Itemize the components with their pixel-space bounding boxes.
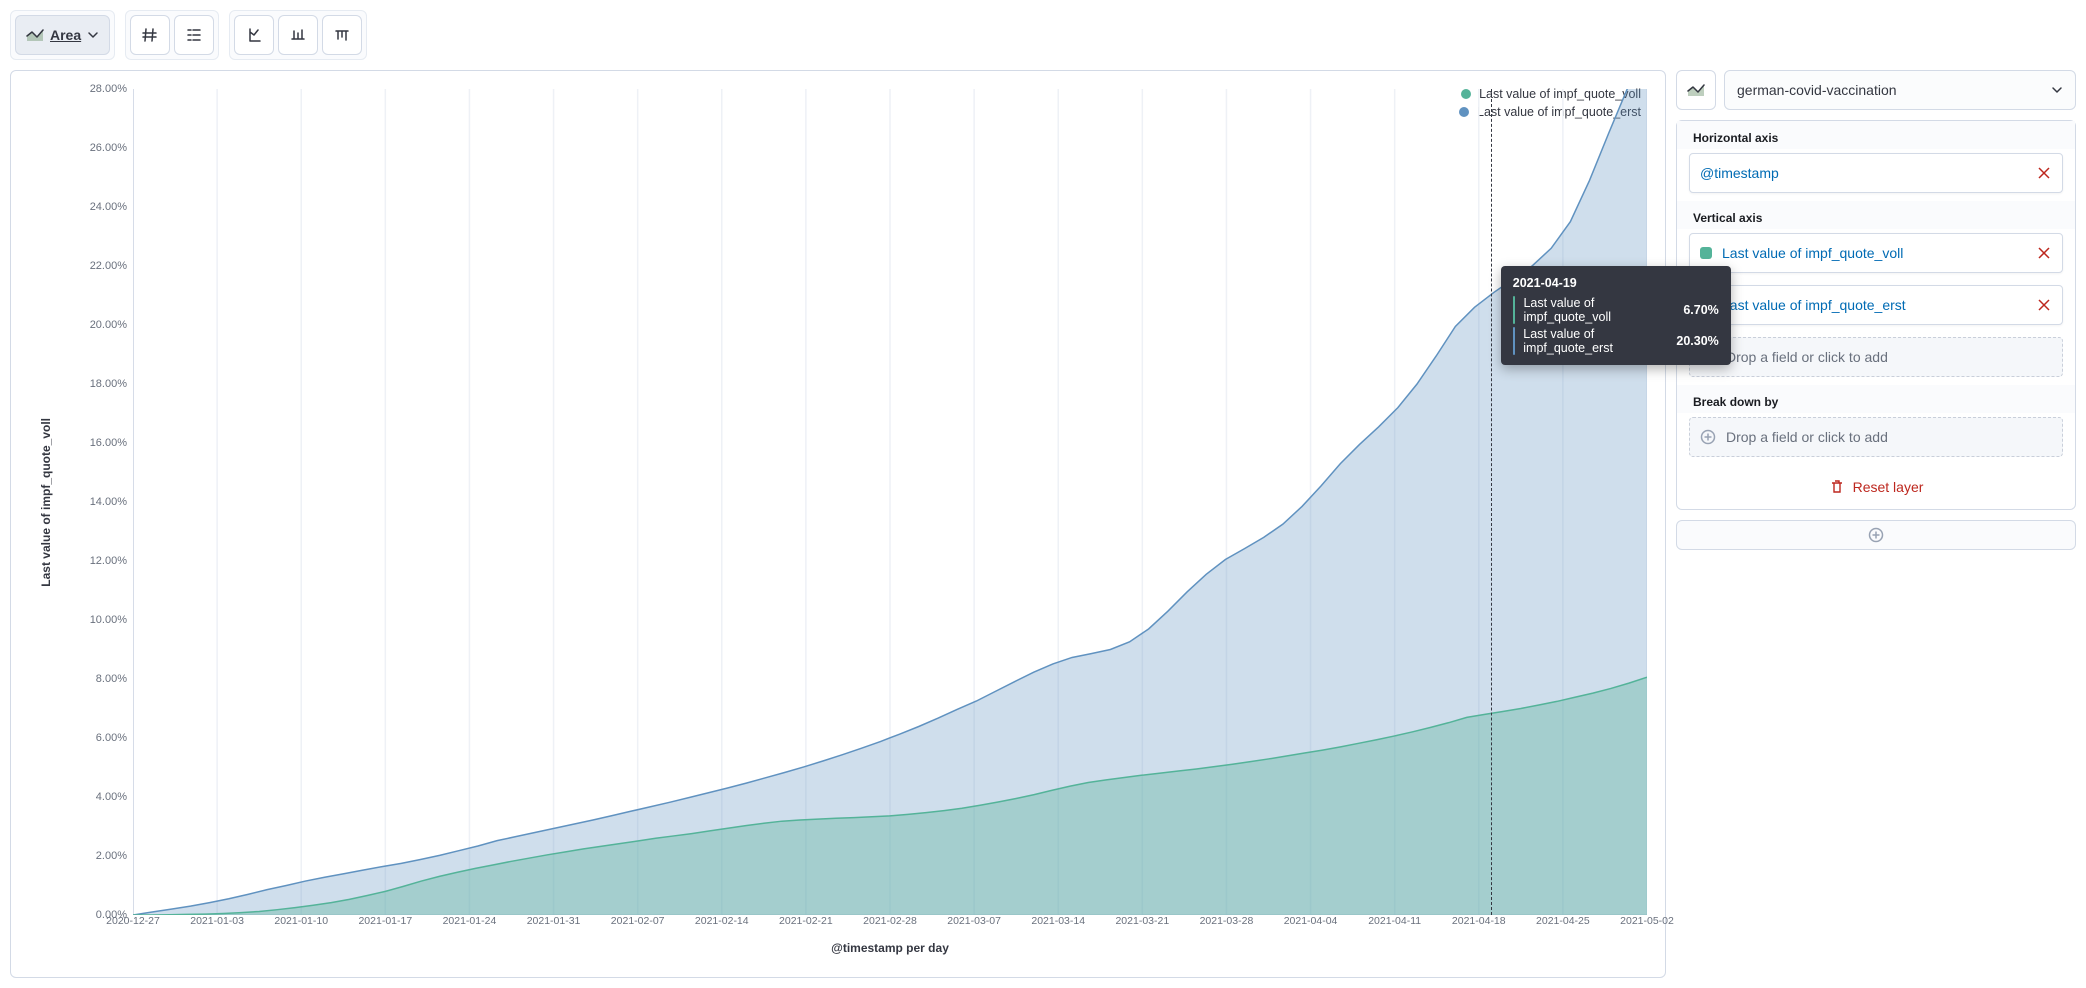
area-icon [1687, 83, 1705, 97]
reset-layer-button[interactable]: Reset layer [1677, 465, 2075, 509]
area-icon [26, 28, 44, 42]
series-swatch [1700, 247, 1712, 259]
chart-type-label: Area [50, 27, 81, 43]
chart-type-select[interactable]: Area [15, 15, 110, 55]
layer-config-card: Horizontal axis @timestamp Vertical axis… [1676, 120, 2076, 510]
chart-panel: Last value of impf_quote_voll Last value… [10, 70, 1666, 978]
axis-left-icon [246, 27, 262, 43]
crosshair [1491, 89, 1492, 915]
tooltip-date: 2021-04-19 [1513, 276, 1719, 290]
close-icon[interactable] [2036, 297, 2052, 313]
tooltip: 2021-04-19 Last value of impf_quote_voll… [1501, 266, 1731, 365]
values-format-button[interactable] [130, 15, 170, 55]
layer-chart-type-icon-button[interactable] [1676, 70, 1716, 110]
vertical-axis-section-label: Vertical axis [1677, 201, 2075, 229]
visual-options-button[interactable] [322, 15, 362, 55]
axis-top-icon [334, 27, 350, 43]
layer-config-panel: german-covid-vaccination Horizontal axis… [1676, 70, 2076, 978]
x-axis-ticks: 2020-12-272021-01-032021-01-102021-01-17… [133, 915, 1647, 937]
area-series [133, 89, 1647, 915]
trash-icon [1829, 479, 1845, 495]
left-axis-button[interactable] [234, 15, 274, 55]
breakdown-drop[interactable]: Drop a field or click to add [1689, 417, 2063, 457]
datasource-label: german-covid-vaccination [1737, 82, 1897, 98]
plus-circle-icon [1700, 429, 1716, 445]
hash-icon [142, 27, 158, 43]
chart-type-group: Area [10, 10, 115, 60]
format-group [125, 10, 219, 60]
axis-bottom-icon [290, 27, 306, 43]
bottom-axis-button[interactable] [278, 15, 318, 55]
toolbar: Area [10, 10, 2076, 60]
legend-position-button[interactable] [174, 15, 214, 55]
v-axis-field[interactable]: Last value of impf_quote_erst [1689, 285, 2063, 325]
close-icon[interactable] [2036, 165, 2052, 181]
legend-icon [186, 27, 202, 43]
y-axis-label: Last value of impf_quote_voll [29, 89, 63, 915]
horizontal-axis-section-label: Horizontal axis [1677, 121, 2075, 149]
axis-group [229, 10, 367, 60]
h-axis-field[interactable]: @timestamp [1689, 153, 2063, 193]
add-layer-button[interactable] [1676, 520, 2076, 550]
plus-circle-icon [1868, 527, 1884, 543]
v-axis-drop[interactable]: Drop a field or click to add [1689, 337, 2063, 377]
y-axis-ticks: 0.00%2.00%4.00%6.00%8.00%10.00%12.00%14.… [63, 89, 133, 915]
v-axis-field[interactable]: Last value of impf_quote_voll [1689, 233, 2063, 273]
chevron-down-icon [87, 29, 99, 41]
datasource-select[interactable]: german-covid-vaccination [1724, 70, 2076, 110]
close-icon[interactable] [2036, 245, 2052, 261]
x-axis-label: @timestamp per day [133, 937, 1647, 959]
plot-area[interactable]: 2021-04-19 Last value of impf_quote_voll… [133, 89, 1647, 915]
chevron-down-icon [2051, 84, 2063, 96]
breakdown-section-label: Break down by [1677, 385, 2075, 413]
